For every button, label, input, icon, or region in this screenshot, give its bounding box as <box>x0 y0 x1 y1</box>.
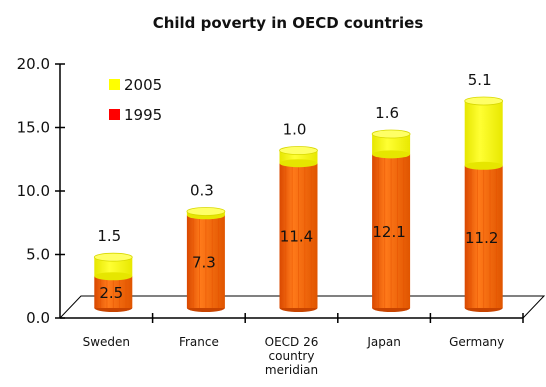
category-label: OECD 26 <box>265 335 319 349</box>
bar-top <box>464 96 504 106</box>
bars <box>93 96 504 312</box>
value-label-1995: 12.1 <box>372 223 405 241</box>
value-label-2005: 1.0 <box>283 121 307 139</box>
legend-label-2005: 2005 <box>124 76 162 94</box>
category-label: France <box>179 335 219 349</box>
chart-title: Child poverty in OECD countries <box>153 14 424 32</box>
y-tick-label: 0.0 <box>26 309 50 327</box>
category-label: meridian <box>265 363 318 377</box>
bar-top <box>93 252 133 262</box>
category-label: country <box>269 349 315 363</box>
legend-swatch-2005 <box>109 79 120 90</box>
bar-segment-boundary <box>464 161 503 170</box>
value-label-2005: 0.3 <box>190 181 214 199</box>
bar-2005 <box>94 257 133 277</box>
y-tick-label: 10.0 <box>17 182 50 200</box>
y-tick-label: 15.0 <box>17 119 50 137</box>
bar-top <box>186 207 226 216</box>
category-label: Sweden <box>83 335 130 349</box>
bar-2005 <box>464 100 503 166</box>
y-tick-label: 5.0 <box>26 246 50 264</box>
value-label-2005: 5.1 <box>468 71 492 89</box>
bar-segment-boundary <box>372 150 411 159</box>
category-label: Japan <box>366 335 400 349</box>
value-label-1995: 11.4 <box>280 228 313 246</box>
value-label-1995: 2.5 <box>99 284 123 302</box>
legend-label-1995: 1995 <box>124 106 162 124</box>
legend-swatch-1995 <box>109 109 120 120</box>
value-label-1995: 7.3 <box>192 254 216 272</box>
value-label-2005: 1.6 <box>375 104 399 122</box>
y-tick-label: 20.0 <box>17 55 50 73</box>
category-label: Germany <box>449 335 504 349</box>
bar-segment-boundary <box>279 159 318 168</box>
labels: 2.5 1.5 7.3 0.3 11.4 1.0 12.1 1.6 11.2 5.1 <box>97 71 498 302</box>
axes: 0.0 5.0 10.0 15.0 20.0 Sweden France OECD 26cou… <box>17 55 546 377</box>
bar-top <box>279 146 318 155</box>
value-label-2005: 1.5 <box>97 227 121 245</box>
bar-top <box>371 129 411 139</box>
bar-2005 <box>372 134 411 155</box>
legend: 2005 1995 <box>109 76 162 124</box>
value-label-1995: 11.2 <box>465 229 498 247</box>
bar-segment-boundary <box>94 272 133 281</box>
